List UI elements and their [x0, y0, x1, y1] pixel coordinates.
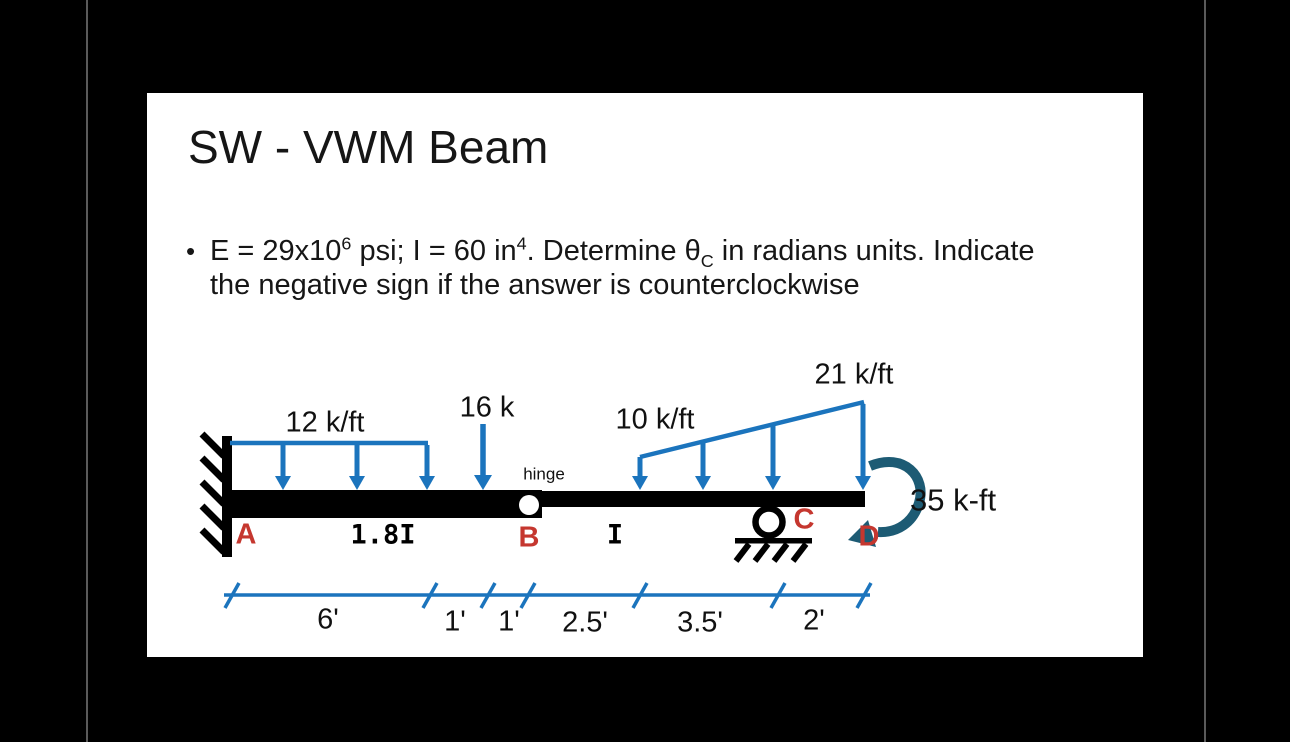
problem-text: E = 29x106 psi; I = 60 in4. Determine θC… [210, 234, 1035, 302]
slide-canvas [147, 93, 1143, 657]
beam-member [228, 490, 865, 518]
stiffness-label-right: I [606, 519, 624, 551]
udl-load-label: 12 k/ft [285, 406, 365, 439]
dim-label-4: 3.5' [677, 606, 723, 639]
node-label-d: D [858, 520, 880, 553]
left-border-line [86, 0, 88, 742]
dim-label-1: 1' [444, 605, 466, 638]
point-load-label: 16 k [459, 391, 515, 424]
stiffness-label-left: 1.8I [350, 519, 416, 551]
tri-load-start-label: 10 k/ft [615, 403, 695, 436]
dim-label-5: 2' [803, 604, 825, 637]
problem-line-2: the negative sign if the answer is count… [210, 269, 860, 301]
node-label-b: B [518, 521, 540, 554]
point-load-arrow [474, 424, 492, 490]
dim-label-3: 2.5' [562, 606, 608, 639]
dimension-line [223, 582, 873, 609]
node-label-c: C [793, 503, 815, 536]
node-label-a: A [235, 518, 257, 551]
roller-support-icon [733, 505, 812, 563]
problem-line-1: E = 29x106 psi; I = 60 in4. Determine θC… [210, 233, 1035, 271]
hinge-label: hinge [523, 464, 565, 484]
problem-statement: • E = 29x106 psi; I = 60 in4. Determine … [186, 234, 1035, 302]
hinge-icon [519, 495, 539, 515]
dim-label-2: 1' [498, 605, 520, 638]
triangular-load-arrows [632, 399, 871, 490]
right-border-line [1204, 0, 1206, 742]
dim-label-0: 6' [317, 603, 339, 636]
moment-arrow [848, 457, 926, 547]
slide-title: SW - VWM Beam [188, 121, 549, 173]
bullet-marker: • [186, 236, 196, 266]
udl-load-arrows [230, 440, 435, 490]
moment-label: 35 k-ft [910, 482, 997, 518]
tri-load-end-label: 21 k/ft [814, 358, 894, 391]
fixed-support-icon [199, 431, 232, 557]
